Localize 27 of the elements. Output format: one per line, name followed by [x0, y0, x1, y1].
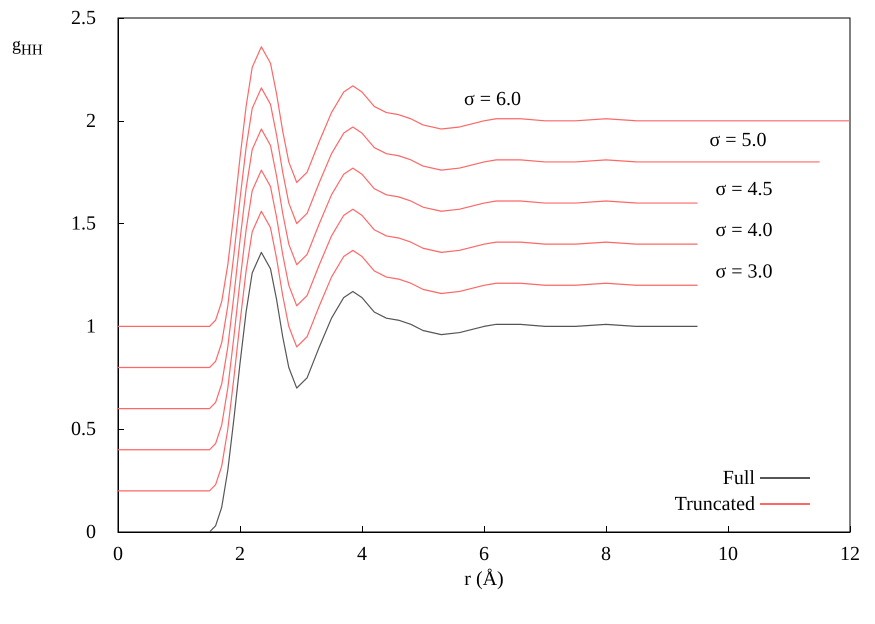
y-tick-label: 0 [86, 521, 96, 543]
annotation: σ = 4.0 [716, 219, 773, 242]
line-series [117, 46, 851, 327]
annotation: σ = 4.5 [716, 178, 773, 200]
x-tick-label: 12 [840, 543, 860, 565]
legend-label: Full [722, 467, 756, 489]
x-tick-label: 0 [113, 543, 123, 565]
y-axis-title: g$_{HH}$ [12, 34, 43, 60]
x-tick-label: 4 [357, 543, 367, 565]
y-tick-label: 2 [86, 110, 96, 132]
legend-label: Truncated [674, 493, 755, 515]
line-series [117, 87, 820, 368]
y-tick-label: 1 [86, 315, 96, 338]
line-series [117, 170, 698, 450]
x-axis-title: r (Å) [464, 568, 504, 590]
y-tick-label: 2.5 [71, 7, 96, 29]
annotation: σ = 6.0 [464, 88, 522, 110]
y-tick-label: 1.5 [71, 212, 96, 235]
line-series [117, 128, 698, 410]
annotation: σ = 3.0 [716, 260, 773, 282]
x-tick-label: 10 [718, 543, 738, 565]
line-series [117, 210, 698, 492]
annotation: σ = 5.0 [710, 128, 767, 151]
y-tick-label: 0.5 [71, 418, 96, 440]
x-tick-label: 8 [601, 543, 611, 565]
x-tick-label: 2 [235, 543, 245, 565]
x-tick-label: 6 [479, 543, 489, 565]
